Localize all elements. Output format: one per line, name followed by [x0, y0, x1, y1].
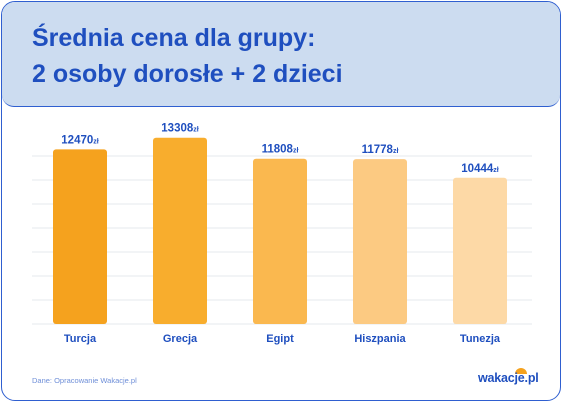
bar-hiszpania — [353, 159, 407, 324]
bar-egipt — [253, 158, 307, 324]
logo-text: wakacje.pl — [478, 371, 539, 385]
chart-bars — [53, 137, 507, 324]
bar-grecja — [153, 137, 207, 324]
wakacje-logo: wakacje.pl — [478, 368, 539, 385]
category-label-egipt: Egipt — [266, 333, 294, 345]
value-label-egipt: 11808zł — [262, 144, 299, 156]
bar-turcja — [53, 149, 107, 324]
category-label-tunezja: Tunezja — [460, 333, 501, 345]
source-note: Dane: Opracowanie Wakacje.pl — [32, 376, 137, 385]
category-label-grecja: Grecja — [163, 333, 198, 345]
chart-category-labels: Turcja Grecja Egipt Hiszpania Tunezja — [64, 333, 501, 345]
chart-title-line-2: 2 osoby dorosłe + 2 dzieci — [32, 60, 343, 88]
sun-icon — [515, 368, 527, 374]
bar-tunezja — [453, 177, 507, 324]
chart-header: Średnia cena dla grupy: 2 osoby dorosłe … — [2, 2, 560, 107]
chart-title: Średnia cena dla grupy: 2 osoby dorosłe … — [32, 20, 343, 92]
value-label-hiszpania: 11778zł — [362, 144, 399, 156]
chart-value-labels: 12470zł 13308zł 11808zł 11778zł 10444zł — [61, 123, 498, 175]
value-label-turcja: 12470zł — [61, 134, 98, 146]
category-label-hiszpania: Hiszpania — [354, 333, 406, 345]
value-label-tunezja: 10444zł — [461, 163, 498, 175]
category-label-turcja: Turcja — [64, 333, 97, 345]
chart-title-line-1: Średnia cena dla grupy: — [32, 24, 316, 52]
value-label-grecja: 13308zł — [161, 123, 198, 135]
bar-chart: 12470zł 13308zł 11808zł 11778zł 10444zł Turc… — [32, 123, 532, 345]
